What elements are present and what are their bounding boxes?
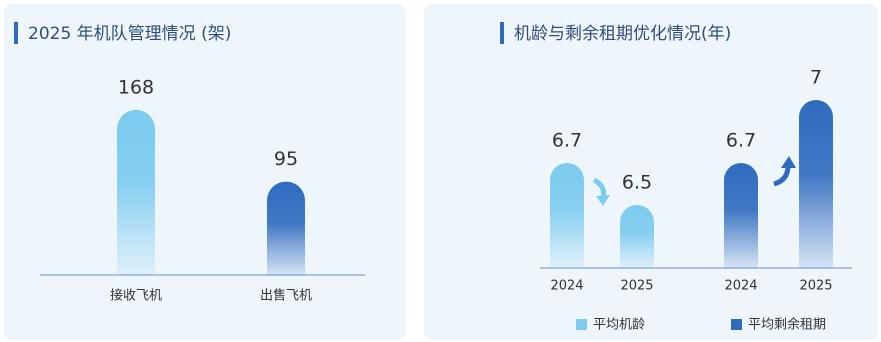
title-marker [500,22,504,44]
value-label: 168 [118,76,154,98]
value-label: 6.5 [622,172,652,194]
bar [724,163,758,268]
legend-label: 平均机龄 [593,318,645,333]
x-tick-label: 2024 [724,279,757,294]
x-tick-label: 2025 [620,279,653,294]
panel [4,4,406,340]
value-label: 7 [810,67,822,89]
x-tick-label: 2024 [550,279,583,294]
legend-swatch [731,319,742,330]
bar [117,109,155,275]
trend-arrow-head [596,195,610,206]
value-label: 95 [274,148,298,170]
bar [799,100,833,268]
panel [424,4,878,340]
chart-title: 机龄与剩余租期优化情况(年) [514,24,731,44]
x-tick-label: 2025 [799,279,832,294]
trend-arrow [773,165,791,187]
x-tick-label: 出售飞机 [260,288,312,304]
bar [267,181,305,275]
bar [620,205,654,268]
trend-arrow-head [781,156,796,168]
value-label: 6.7 [552,130,582,152]
value-label: 6.7 [726,130,756,152]
bar [550,163,584,268]
legend-label: 平均剩余租期 [748,317,826,333]
chart-title: 2025 年机队管理情况 (架) [28,24,231,44]
x-tick-label: 接收飞机 [110,288,162,304]
legend-swatch [576,319,587,330]
title-marker [14,22,18,44]
